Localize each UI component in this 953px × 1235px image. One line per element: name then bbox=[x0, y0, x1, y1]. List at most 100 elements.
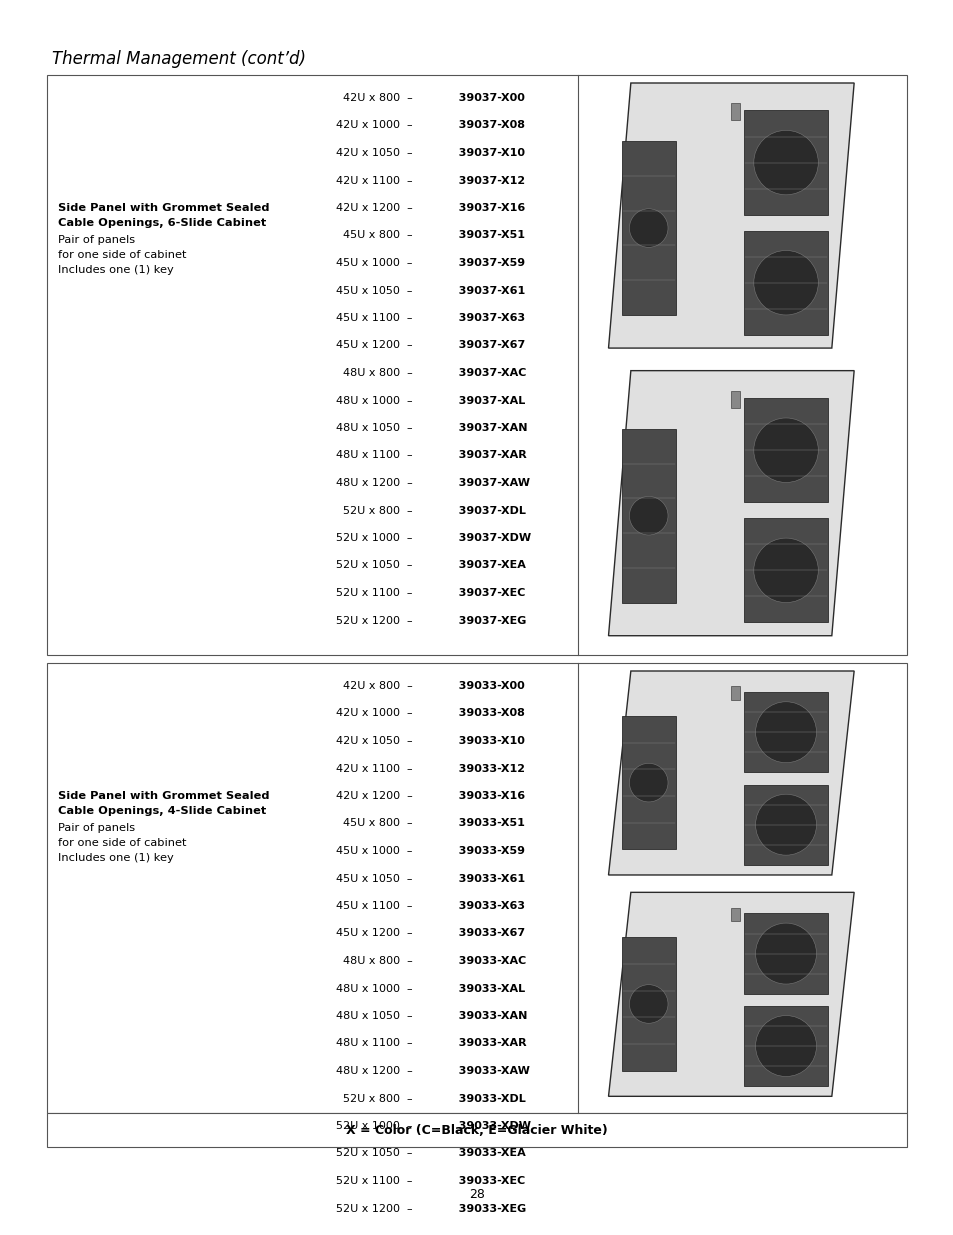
Text: 48U x 1000  –: 48U x 1000 – bbox=[336, 395, 419, 405]
Text: 39033-XDL: 39033-XDL bbox=[419, 1093, 525, 1104]
Text: Pair of panels: Pair of panels bbox=[58, 235, 135, 245]
Text: 45U x 1100  –: 45U x 1100 – bbox=[336, 312, 419, 324]
Bar bbox=[47, 663, 906, 1113]
Text: 48U x 1100  –: 48U x 1100 – bbox=[336, 451, 419, 461]
Text: 48U x 1050  –: 48U x 1050 – bbox=[336, 1011, 419, 1021]
Text: 39033-X16: 39033-X16 bbox=[419, 790, 524, 802]
Text: 39033-XAC: 39033-XAC bbox=[419, 956, 526, 966]
Text: 39037-XEA: 39037-XEA bbox=[419, 561, 525, 571]
Text: 42U x 800  –: 42U x 800 – bbox=[343, 680, 419, 692]
Text: 39037-X61: 39037-X61 bbox=[419, 285, 525, 295]
Text: 45U x 800  –: 45U x 800 – bbox=[343, 819, 419, 829]
Text: 45U x 1100  –: 45U x 1100 – bbox=[336, 902, 419, 911]
Bar bbox=[47, 75, 906, 655]
Text: 39037-XAC: 39037-XAC bbox=[419, 368, 526, 378]
Text: 39033-XAR: 39033-XAR bbox=[419, 1039, 526, 1049]
Text: 42U x 1100  –: 42U x 1100 – bbox=[336, 763, 419, 773]
Text: 45U x 1000  –: 45U x 1000 – bbox=[336, 258, 419, 268]
Text: 45U x 1050  –: 45U x 1050 – bbox=[336, 873, 419, 883]
Text: Side Panel with Grommet Sealed: Side Panel with Grommet Sealed bbox=[58, 790, 269, 802]
Text: 42U x 1200  –: 42U x 1200 – bbox=[335, 203, 419, 212]
Circle shape bbox=[755, 923, 816, 984]
Text: 39037-X16: 39037-X16 bbox=[419, 203, 525, 212]
Circle shape bbox=[629, 209, 667, 247]
Text: Cable Openings, 6-Slide Cabinet: Cable Openings, 6-Slide Cabinet bbox=[58, 219, 266, 228]
Text: 39037-XDL: 39037-XDL bbox=[419, 505, 525, 515]
Polygon shape bbox=[608, 893, 853, 1097]
Text: 52U x 1200  –: 52U x 1200 – bbox=[336, 1203, 419, 1214]
Text: 39033-X59: 39033-X59 bbox=[419, 846, 524, 856]
Text: 39037-XAR: 39037-XAR bbox=[419, 451, 526, 461]
Text: Includes one (1) key: Includes one (1) key bbox=[58, 853, 173, 863]
Text: 45U x 1050  –: 45U x 1050 – bbox=[336, 285, 419, 295]
Text: 39033-XEG: 39033-XEG bbox=[419, 1203, 526, 1214]
Bar bbox=[731, 687, 740, 700]
Bar bbox=[742, 1007, 827, 1086]
Bar bbox=[621, 716, 675, 850]
Text: 39033-XAN: 39033-XAN bbox=[419, 1011, 527, 1021]
Text: 39033-XEA: 39033-XEA bbox=[419, 1149, 525, 1158]
Text: 48U x 800  –: 48U x 800 – bbox=[343, 956, 419, 966]
Text: 39037-XAL: 39037-XAL bbox=[419, 395, 525, 405]
Circle shape bbox=[629, 496, 667, 535]
Text: 39033-XDW: 39033-XDW bbox=[419, 1121, 531, 1131]
Text: 39037-XAN: 39037-XAN bbox=[419, 424, 527, 433]
Text: 42U x 1100  –: 42U x 1100 – bbox=[336, 175, 419, 185]
Text: 52U x 1200  –: 52U x 1200 – bbox=[336, 615, 419, 625]
Text: Includes one (1) key: Includes one (1) key bbox=[58, 266, 173, 275]
Text: for one side of cabinet: for one side of cabinet bbox=[58, 839, 186, 848]
Circle shape bbox=[753, 417, 818, 483]
Bar bbox=[621, 141, 675, 315]
Text: 52U x 1000  –: 52U x 1000 – bbox=[336, 534, 419, 543]
Text: 48U x 1000  –: 48U x 1000 – bbox=[336, 983, 419, 993]
Text: Thermal Management (cont’d): Thermal Management (cont’d) bbox=[52, 49, 306, 68]
Bar bbox=[742, 398, 827, 503]
Text: 39037-X59: 39037-X59 bbox=[419, 258, 524, 268]
Circle shape bbox=[629, 984, 667, 1024]
Circle shape bbox=[753, 251, 818, 315]
Circle shape bbox=[629, 763, 667, 802]
Bar bbox=[47, 1113, 906, 1147]
Text: 52U x 1050  –: 52U x 1050 – bbox=[336, 1149, 419, 1158]
Text: 48U x 1200  –: 48U x 1200 – bbox=[335, 1066, 419, 1076]
Bar bbox=[742, 914, 827, 994]
Text: 39033-X12: 39033-X12 bbox=[419, 763, 524, 773]
Polygon shape bbox=[608, 671, 853, 874]
Circle shape bbox=[755, 1015, 816, 1077]
Text: 39037-X00: 39037-X00 bbox=[419, 93, 524, 103]
Text: 39037-XDW: 39037-XDW bbox=[419, 534, 531, 543]
Bar bbox=[731, 103, 740, 120]
Text: 42U x 1200  –: 42U x 1200 – bbox=[335, 790, 419, 802]
Text: 39033-X63: 39033-X63 bbox=[419, 902, 524, 911]
Text: for one side of cabinet: for one side of cabinet bbox=[58, 249, 186, 261]
Text: 39037-X51: 39037-X51 bbox=[419, 231, 524, 241]
Text: 52U x 1100  –: 52U x 1100 – bbox=[336, 1176, 419, 1186]
Text: 39037-XAW: 39037-XAW bbox=[419, 478, 530, 488]
Circle shape bbox=[753, 538, 818, 603]
Bar bbox=[742, 784, 827, 864]
Text: Side Panel with Grommet Sealed: Side Panel with Grommet Sealed bbox=[58, 203, 269, 212]
Bar bbox=[731, 390, 740, 408]
Text: 39037-X10: 39037-X10 bbox=[419, 148, 524, 158]
Text: 39037-X12: 39037-X12 bbox=[419, 175, 524, 185]
Text: 52U x 1000  –: 52U x 1000 – bbox=[336, 1121, 419, 1131]
Text: 48U x 1050  –: 48U x 1050 – bbox=[336, 424, 419, 433]
Text: 39033-X10: 39033-X10 bbox=[419, 736, 524, 746]
Text: 42U x 1000  –: 42U x 1000 – bbox=[336, 709, 419, 719]
Circle shape bbox=[755, 794, 816, 855]
Text: 45U x 1200  –: 45U x 1200 – bbox=[336, 929, 419, 939]
Text: 48U x 1200  –: 48U x 1200 – bbox=[335, 478, 419, 488]
Text: X = Color (C=Black, E=Glacier White): X = Color (C=Black, E=Glacier White) bbox=[346, 1124, 607, 1136]
Text: 39033-XAL: 39033-XAL bbox=[419, 983, 524, 993]
Text: Cable Openings, 4-Slide Cabinet: Cable Openings, 4-Slide Cabinet bbox=[58, 806, 266, 816]
Bar bbox=[621, 429, 675, 603]
Text: 45U x 1000  –: 45U x 1000 – bbox=[336, 846, 419, 856]
Text: 48U x 800  –: 48U x 800 – bbox=[343, 368, 419, 378]
Text: 39033-X00: 39033-X00 bbox=[419, 680, 524, 692]
Text: 39037-XEC: 39037-XEC bbox=[419, 588, 525, 598]
Text: 52U x 800  –: 52U x 800 – bbox=[343, 1093, 419, 1104]
Text: 39033-XAW: 39033-XAW bbox=[419, 1066, 529, 1076]
Polygon shape bbox=[608, 83, 853, 348]
Bar bbox=[731, 908, 740, 921]
Bar bbox=[742, 519, 827, 622]
